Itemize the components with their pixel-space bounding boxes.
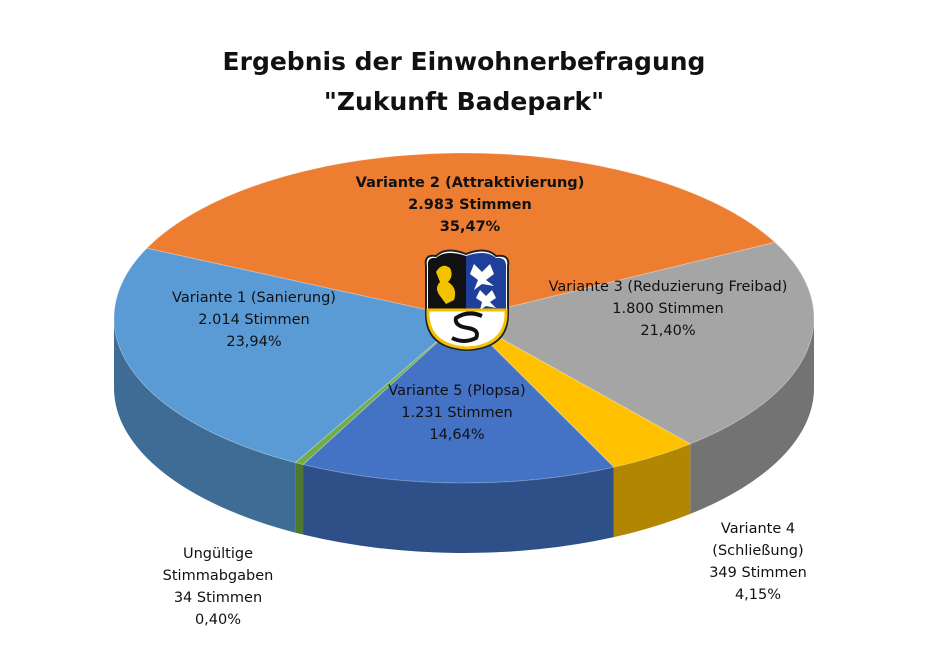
slice-side-shade	[303, 464, 614, 553]
data-label: Ungültige Stimmabgaben 34 Stimmen 0,40%	[148, 543, 288, 631]
count-label: 2.014 Stimmen	[198, 312, 310, 328]
slice-side	[295, 462, 304, 535]
data-label: Variante 4 (Schließung) 349 Stimmen 4,15%	[698, 518, 818, 606]
pie-top	[113, 152, 815, 484]
slice	[113, 247, 466, 464]
category-label: Ungültige Stimmabgaben	[162, 546, 274, 584]
data-label: Variante 5 (Plopsa) 1.231 Stimmen 14,64%	[357, 380, 557, 446]
slice-side	[690, 318, 814, 514]
category-label: Variante 3 (Reduzierung Freibad)	[548, 279, 788, 295]
slice	[463, 317, 692, 468]
lion	[436, 265, 456, 304]
category-label: Variante 2 (Attraktivierung)	[355, 175, 585, 191]
slice	[294, 317, 465, 466]
slice	[302, 317, 615, 484]
slice-side-shade	[295, 462, 304, 535]
value-label: 35,47%	[439, 219, 501, 235]
data-label: Variante 1 (Sanierung) 2.014 Stimmen 23,94…	[154, 287, 354, 353]
slice-side-shade	[114, 318, 296, 533]
slice	[462, 241, 815, 445]
slice-side-shade	[613, 443, 691, 538]
value-label: 0,40%	[194, 612, 242, 628]
value-label: 14,64%	[429, 427, 485, 443]
count-label: 1.231 Stimmen	[401, 405, 513, 421]
chart-subtitle: "Zukunft Badepark"	[323, 87, 605, 116]
title-block: Ergebnis der Einwohnerbefragung "Zukunft…	[0, 42, 928, 122]
category-label: Variante 1 (Sanierung)	[172, 290, 336, 306]
slice	[145, 152, 777, 319]
value-label: 21,40%	[640, 323, 696, 339]
slice-side	[114, 318, 296, 533]
slice-side-shade	[690, 318, 814, 514]
slice-side	[613, 443, 691, 538]
count-label: 1.800 Stimmen	[612, 301, 724, 317]
data-label: Variante 2 (Attraktivierung) 2.983 Stimme…	[340, 172, 600, 238]
count-label: 2.983 Stimmen	[408, 197, 532, 213]
slice-side	[303, 464, 614, 553]
coat-of-arms	[424, 249, 510, 352]
category-label: Variante 4 (Schließung)	[712, 521, 804, 559]
s-symbol	[451, 311, 483, 343]
eagle-2	[476, 290, 496, 310]
count-label: 349 Stimmen	[709, 565, 807, 581]
value-label: 23,94%	[226, 334, 282, 350]
count-label: 34 Stimmen	[173, 590, 263, 606]
data-label: Variante 3 (Reduzierung Freibad) 1.800 St…	[538, 276, 798, 342]
value-label: 4,15%	[734, 587, 782, 603]
category-label: Variante 5 (Plopsa)	[388, 383, 526, 399]
chart-title: Ergebnis der Einwohnerbefragung	[222, 47, 706, 76]
eagle-1	[470, 264, 494, 290]
pie-sides	[114, 318, 814, 553]
